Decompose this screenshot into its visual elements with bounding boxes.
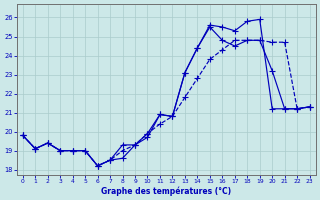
X-axis label: Graphe des températures (°C): Graphe des températures (°C) xyxy=(101,186,231,196)
